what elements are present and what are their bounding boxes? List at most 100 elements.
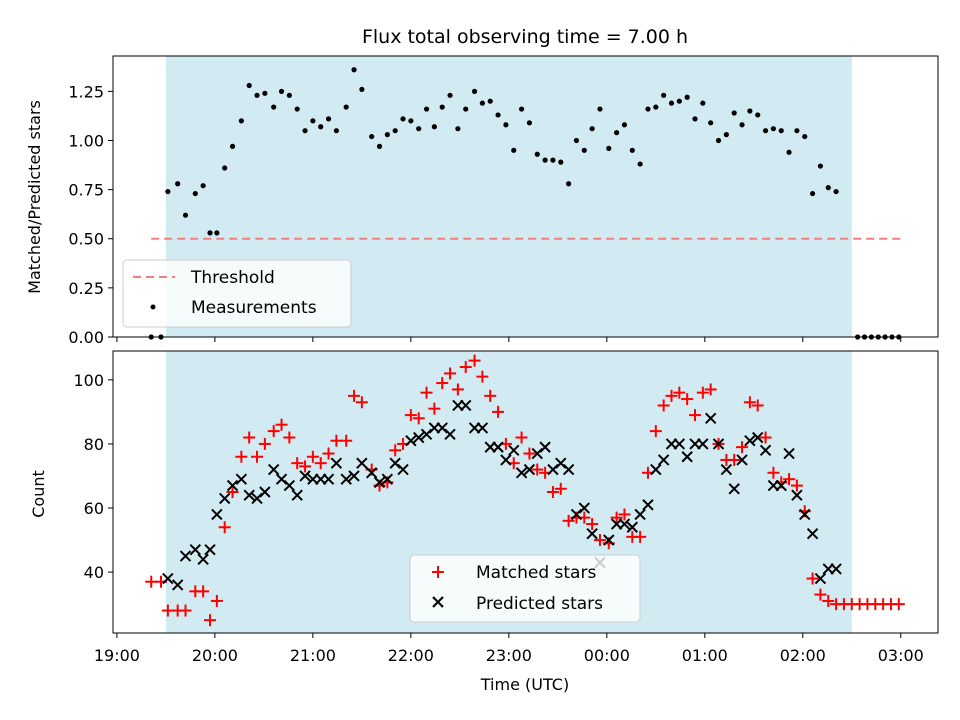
predicted-star-marker: [603, 534, 615, 546]
measurement-point: [262, 90, 268, 96]
measurement-point: [333, 128, 339, 134]
measurement-point: [238, 118, 244, 124]
measurement-point: [439, 104, 445, 110]
measurement-point: [597, 106, 603, 112]
matched-star-marker: [179, 604, 192, 617]
x-tick-label: 19:00: [94, 646, 140, 665]
matched-star-marker: [515, 431, 528, 444]
top-y-label: Matched/Predicted stars: [25, 100, 44, 294]
y-tick-label: 1.00: [68, 131, 104, 150]
matched-star-marker: [892, 598, 905, 611]
predicted-star-marker: [235, 473, 248, 485]
measurement-point: [731, 110, 737, 116]
matched-star-marker: [586, 518, 599, 531]
measurement-point: [294, 106, 300, 112]
matched-star-marker: [226, 486, 239, 498]
predicted-star-marker: [697, 438, 709, 450]
measurement-point: [246, 82, 252, 89]
predicted-star-marker: [752, 431, 764, 444]
matched-star-marker: [283, 431, 296, 444]
predicted-star-marker: [704, 412, 717, 425]
matched-star-marker: [258, 437, 271, 450]
measurement-point: [343, 104, 349, 110]
predicted-star-marker: [626, 521, 639, 533]
matched-star-marker: [696, 386, 709, 399]
predicted-star-marker: [500, 454, 512, 466]
predicted-star-marker: [197, 553, 209, 566]
predicted-star-marker: [381, 473, 394, 485]
predicted-star-marker: [570, 508, 583, 521]
measurement-point: [175, 181, 181, 187]
predicted-star-marker: [720, 463, 733, 476]
measurement-point: [487, 98, 493, 104]
predicted-star-marker: [322, 473, 335, 485]
predicted-star-marker: [783, 447, 795, 460]
x-tick-label: 02:00: [780, 646, 826, 665]
matched-star-marker: [235, 450, 248, 463]
measurement-point: [581, 147, 587, 153]
measurement-point: [214, 230, 220, 236]
predicted-star-marker: [340, 473, 352, 485]
predicted-star-marker: [189, 543, 202, 556]
predicted-star-marker: [775, 479, 787, 492]
matched-star-marker: [299, 460, 312, 473]
matched-star-marker: [610, 511, 623, 524]
y-tick-label: 60: [84, 499, 104, 518]
bottom-y-label: Count: [29, 470, 48, 518]
matched-star-marker: [444, 367, 457, 380]
predicted-star-markers: [162, 399, 842, 591]
matched-star-marker: [634, 530, 647, 543]
top-panel: Flux total observing time = 7.00 h 0.000…: [25, 26, 939, 347]
bottom-y-axis: 40 60 80 100: [73, 371, 113, 582]
y-tick-label: 40: [84, 563, 104, 582]
predicted-legend-swatch: [432, 596, 444, 608]
matched-star-marker: [420, 386, 433, 399]
measurement-point: [573, 137, 580, 144]
measurement-point: [550, 157, 556, 163]
matched-star-marker: [531, 463, 544, 476]
predicted-star-marker: [681, 451, 693, 463]
measurement-point: [495, 112, 501, 118]
matched-star-marker: [451, 383, 464, 396]
measurement-point: [222, 165, 228, 171]
predicted-star-marker: [365, 467, 378, 479]
predicted-star-marker: [736, 454, 748, 466]
matched-star-marker: [618, 508, 631, 521]
predicted-star-marker: [515, 467, 528, 479]
measurement-point: [310, 118, 316, 124]
predicted-star-marker: [397, 463, 409, 476]
measurement-point: [809, 190, 816, 197]
bottom-x-label: Time (UTC): [480, 675, 569, 694]
measurement-point: [351, 67, 357, 73]
bottom-axes-frame: [112, 350, 939, 634]
measurement-point: [447, 92, 453, 98]
predicted-star-marker: [218, 492, 231, 505]
measurement-point: [200, 183, 206, 189]
matched-star-marker: [665, 389, 678, 402]
top-y-axis: 0.00 0.25 0.50 0.75 1.00 1.25: [68, 82, 113, 347]
predicted-star-marker: [436, 422, 448, 434]
measurement-point: [182, 212, 189, 218]
predicted-star-marker: [251, 492, 263, 505]
matched-star-marker: [822, 594, 835, 607]
x-tick-label: 20:00: [192, 646, 238, 665]
predicted-star-marker: [243, 489, 255, 501]
measurement-point: [825, 185, 831, 191]
y-tick-label: 0.75: [68, 181, 104, 200]
measurement-point: [715, 137, 722, 144]
matched-star-marker: [243, 431, 256, 444]
measurement-point: [770, 126, 776, 132]
measurement-point: [431, 124, 437, 130]
predicted-star-marker: [657, 454, 670, 466]
bottom-legend-box: [409, 554, 641, 623]
matched-star-marker: [554, 482, 567, 495]
matched-star-marker: [459, 361, 472, 374]
matched-star-marker: [743, 396, 756, 409]
measurement-point: [471, 88, 478, 94]
matched-star-marker: [649, 425, 662, 438]
matched-legend-label: Matched stars: [476, 563, 596, 583]
measurement-point: [566, 181, 572, 187]
x-tick-label: 01:00: [682, 646, 728, 665]
measurement-point: [661, 92, 667, 98]
measurement-point: [479, 100, 485, 106]
